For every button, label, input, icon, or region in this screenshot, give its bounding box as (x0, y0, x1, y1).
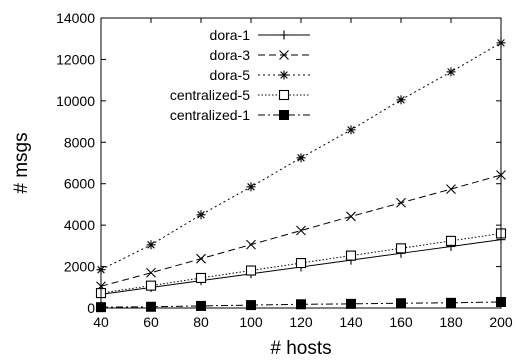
data-point (145, 280, 157, 291)
series-dora-3 (96, 170, 506, 292)
legend-marker (279, 70, 289, 80)
legend-label: dora-5 (210, 67, 251, 83)
y-tick-label: 2000 (64, 259, 95, 275)
data-point (346, 211, 356, 222)
series-layer (95, 38, 507, 313)
data-point (446, 184, 456, 194)
y-tick-label: 6000 (64, 176, 95, 192)
legend-label: centralized-1 (170, 107, 250, 123)
x-axis-title: # hosts (270, 338, 331, 359)
axes-layer: 40 60 80 100 120 140 160 180 2000200040006000800… (56, 10, 513, 330)
x-tick-label: 140 (339, 314, 363, 330)
x-tick-label: 120 (289, 314, 313, 330)
series-line (100, 232, 502, 294)
data-point (396, 197, 406, 208)
x-tick-label: 180 (439, 314, 463, 330)
x-tick-label: 100 (239, 314, 263, 330)
data-point (446, 67, 456, 77)
legend-entry: dora-1 (210, 27, 310, 43)
data-point (395, 243, 407, 254)
series-dora-5 (96, 38, 506, 275)
y-tick-label: 4000 (64, 217, 95, 233)
data-point (296, 225, 306, 236)
x-tick-label: 80 (193, 314, 209, 330)
legend-marker (279, 110, 289, 120)
legend-entry: centralized-1 (170, 107, 310, 123)
series-line (100, 174, 502, 287)
x-tick-label: 160 (389, 314, 413, 330)
legend-marker (279, 50, 289, 60)
legend-label: centralized-5 (170, 87, 250, 103)
y-tick-label: 0 (87, 300, 95, 316)
y-axis-title: # msgs (11, 132, 32, 193)
legend: dora-1 dora-3 dora-5 centralized-5 centraliz… (170, 27, 310, 123)
legend-marker (278, 89, 290, 101)
legend-label: dora-1 (210, 27, 251, 43)
y-tick-label: 14000 (56, 10, 95, 26)
data-point (296, 153, 306, 163)
data-point (345, 250, 357, 261)
x-tick-label: 40 (93, 314, 109, 330)
legend-entry: dora-3 (210, 47, 310, 63)
data-point (445, 235, 457, 246)
y-tick-label: 8000 (64, 134, 95, 150)
x-tick-label: 200 (489, 314, 513, 330)
data-point (246, 182, 256, 192)
data-point (195, 272, 207, 284)
data-point (295, 257, 307, 269)
legend-entry: dora-5 (210, 67, 310, 83)
legend-marker (279, 30, 289, 40)
legend-label: dora-3 (210, 47, 251, 63)
data-point (196, 253, 206, 264)
legend-entry: centralized-5 (170, 87, 310, 103)
x-tick-label: 60 (143, 314, 159, 330)
data-point (146, 267, 156, 278)
y-tick-label: 10000 (56, 93, 95, 109)
series-centralized-5 (95, 228, 507, 299)
data-point (196, 210, 206, 220)
data-point (245, 265, 257, 276)
series-line (100, 42, 502, 271)
y-tick-label: 12000 (56, 51, 95, 67)
data-point (146, 240, 156, 250)
data-point (396, 95, 406, 105)
data-point (246, 239, 256, 250)
data-point (346, 125, 356, 135)
